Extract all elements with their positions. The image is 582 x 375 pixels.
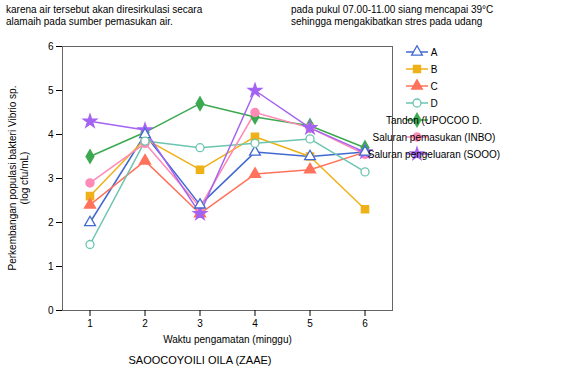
svg-text:Waktu pengamatan (minggu): Waktu pengamatan (minggu) <box>163 334 292 345</box>
svg-text:Tandon (UPOCOO D.: Tandon (UPOCOO D. <box>386 115 482 126</box>
svg-text:5: 5 <box>307 318 313 329</box>
html-text:karena air tersebut akan dires: karena air tersebut akan diresirkulasi s… <box>6 4 203 27</box>
svg-text:6: 6 <box>362 318 368 329</box>
svg-text:2: 2 <box>48 217 54 228</box>
svg-text:0: 0 <box>48 305 54 316</box>
svg-text:4: 4 <box>252 318 258 329</box>
svg-text:3: 3 <box>197 318 203 329</box>
html-text:pada pukul 07.00‑11.00 siang m: pada pukul 07.00‑11.00 siang mencapai 39… <box>291 4 494 27</box>
svg-text:6: 6 <box>48 41 54 52</box>
svg-text:1: 1 <box>48 261 54 272</box>
html-text:SAOOCOYOILI OILA (ZAAE): SAOOCOYOILI OILA (ZAAE) <box>128 354 272 366</box>
svg-text:B: B <box>431 64 438 75</box>
svg-text:C: C <box>430 81 437 92</box>
svg-text:3: 3 <box>48 173 54 184</box>
svg-text:D: D <box>430 98 437 109</box>
svg-text:1: 1 <box>87 318 93 329</box>
svg-text:A: A <box>431 47 438 58</box>
svg-text:2: 2 <box>142 318 148 329</box>
svg-text:Saluran pemasukan (INBO): Saluran pemasukan (INBO) <box>373 132 496 143</box>
svg-text:Saluran pengeluaran (SOOO): Saluran pengeluaran (SOOO) <box>368 149 500 160</box>
svg-text:Perkembangan populasi bakteri: Perkembangan populasi bakteri Vibrio sp.… <box>7 86 30 271</box>
svg-text:4: 4 <box>48 129 54 140</box>
svg-text:5: 5 <box>48 85 54 96</box>
